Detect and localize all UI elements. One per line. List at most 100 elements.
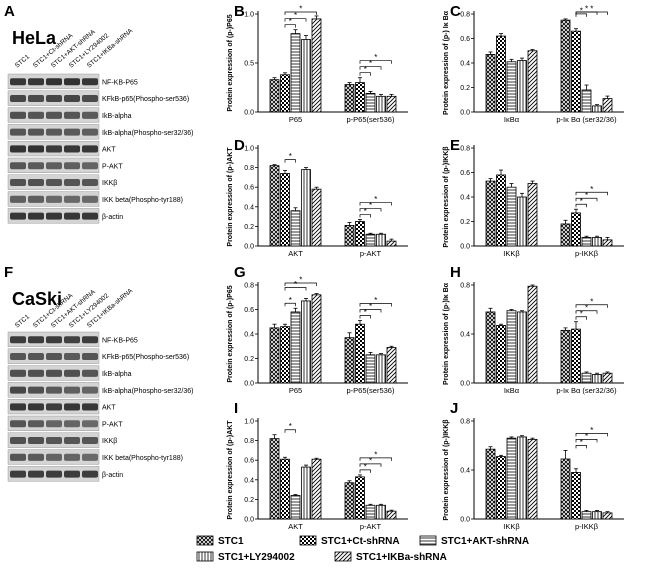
- significance-bracket: [575, 304, 608, 308]
- bar: [485, 311, 496, 384]
- bar: [311, 458, 322, 520]
- blot-band: [82, 95, 98, 103]
- significance-bracket: [359, 469, 371, 473]
- blot-band-row: AKT: [7, 140, 116, 157]
- bar: [581, 89, 592, 113]
- blot-title: CaSki: [12, 289, 62, 309]
- bar: [581, 372, 592, 384]
- blot-band: [46, 179, 62, 187]
- bar: [571, 212, 581, 247]
- legend: STC1 STC1+Ct-shRNA STC1+AKT-shRNA STC1+LY29…: [196, 535, 529, 563]
- blot-band: [64, 420, 80, 428]
- bar: [581, 511, 592, 520]
- bar: [280, 326, 290, 384]
- blot-band: [64, 470, 80, 478]
- bar: [365, 504, 376, 520]
- significance-bracket: [359, 208, 382, 212]
- bar: [571, 30, 581, 113]
- significance-bracket: [359, 457, 392, 461]
- y-tick-label: 0.4: [244, 477, 254, 484]
- bar: [311, 188, 322, 247]
- significance-star: *: [580, 197, 583, 206]
- panel-label-i: I: [234, 400, 238, 417]
- bar: [571, 328, 581, 384]
- significance-star: *: [369, 456, 372, 465]
- bar: [365, 92, 376, 113]
- bar: [517, 436, 527, 520]
- blot-band-row: AKT: [7, 399, 116, 415]
- bar: [592, 374, 602, 384]
- bar: [496, 174, 506, 247]
- significance-star: *: [364, 207, 367, 216]
- blot-title: HeLa: [12, 28, 57, 48]
- y-tick-label: 0.8: [244, 283, 254, 290]
- bar: [560, 223, 571, 247]
- blot-band: [82, 78, 98, 86]
- bar: [592, 105, 602, 113]
- bar: [290, 495, 301, 520]
- significance-star: *: [585, 5, 588, 14]
- bar: [506, 61, 517, 113]
- bar: [527, 438, 538, 520]
- blot-band-label: IKK beta(Phospho-tyr188): [102, 455, 183, 462]
- significance-bracket: [359, 66, 382, 70]
- blot-band: [64, 212, 80, 220]
- bar: [290, 33, 301, 113]
- blot-band: [28, 195, 44, 203]
- blot-band: [82, 420, 98, 428]
- blot-band: [64, 78, 80, 86]
- y-tick-label: 0.8: [244, 438, 254, 445]
- blot-band-label: NF-KB-P65: [102, 79, 138, 86]
- bar: [301, 169, 311, 247]
- bar: [355, 476, 365, 520]
- significance-bracket: [284, 429, 296, 433]
- y-tick-label: 0.6: [460, 170, 470, 177]
- x-category-label: IKKβ: [503, 522, 520, 531]
- blot-band: [46, 420, 62, 428]
- significance-star: *: [299, 5, 302, 14]
- blot-band: [82, 128, 98, 136]
- bar: [571, 472, 581, 520]
- blot-band: [82, 212, 98, 220]
- blot-band: [46, 78, 62, 86]
- bar: [560, 329, 571, 384]
- blot-band: [82, 386, 98, 394]
- legend-swatch: [196, 551, 214, 562]
- blot-band-label: IkB-alpha(Phospho-ser32/36): [102, 388, 193, 395]
- blot-band: [10, 470, 26, 478]
- significance-bracket: [359, 202, 392, 206]
- bar: [280, 458, 290, 520]
- bar: [506, 437, 517, 520]
- significance-star: *: [364, 65, 367, 74]
- bar: [496, 325, 506, 384]
- blot-band: [10, 95, 26, 103]
- significance-star: *: [580, 6, 583, 15]
- significance-star: *: [590, 185, 593, 194]
- blot-band: [28, 336, 44, 344]
- blot-band: [64, 403, 80, 411]
- bar: [301, 39, 311, 113]
- blot-band-row: P-AKT: [7, 415, 123, 432]
- legend-item: STC1+AKT-shRNA: [419, 535, 529, 547]
- y-tick-label: 0.0: [460, 381, 470, 388]
- bar: [365, 233, 376, 247]
- y-axis-label: Protein expression of (p-)AKT: [227, 420, 234, 520]
- y-tick-label: 0.0: [244, 517, 254, 524]
- bar: [376, 354, 386, 384]
- y-axis-label: Protein expression of (p-) Iκ Bα: [443, 10, 450, 115]
- blot-band: [28, 369, 44, 377]
- panel-label-f: F: [4, 264, 13, 281]
- blot-band-row: IkB-alpha: [7, 365, 132, 381]
- significance-bracket: [575, 197, 598, 202]
- panel-label-h: H: [450, 264, 461, 281]
- y-tick-label: 0.4: [244, 204, 254, 211]
- y-tick-label: 0.0: [244, 381, 254, 388]
- significance-bracket: [359, 60, 392, 64]
- significance-bracket: [575, 445, 587, 449]
- y-tick-label: 0.4: [460, 332, 470, 339]
- significance-star: *: [374, 195, 377, 204]
- significance-bracket: [284, 159, 296, 163]
- x-category-label: IKKβ: [503, 249, 520, 258]
- panel-label-g: G: [234, 264, 246, 281]
- legend-item: STC1+LY294002: [196, 551, 295, 563]
